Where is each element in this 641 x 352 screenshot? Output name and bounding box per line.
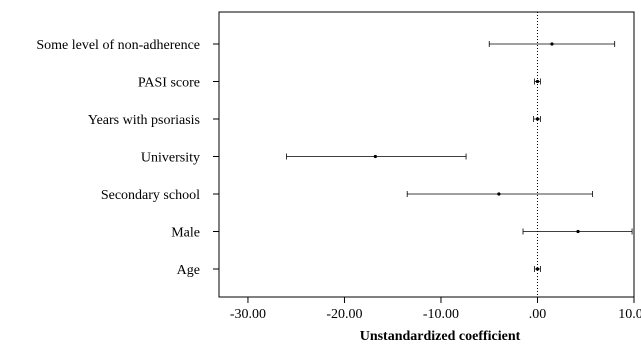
row-label: PASI score (138, 76, 200, 91)
point-estimate (576, 229, 580, 234)
row-label: University (141, 151, 200, 166)
plot-frame (218, 11, 635, 298)
x-tick-label: -20.00 (326, 307, 362, 322)
x-tick-label: -10.00 (423, 307, 459, 322)
forest-row: Years with psoriasis (88, 113, 541, 128)
row-label: Secondary school (101, 188, 200, 203)
x-tick-label: .00 (529, 307, 547, 322)
x-tick-label: 10.00 (618, 307, 641, 322)
row-label: Years with psoriasis (88, 113, 200, 128)
x-tick-label: -30.00 (230, 307, 266, 322)
forest-row: University (141, 151, 467, 166)
row-label: Age (177, 263, 200, 278)
point-estimate (535, 117, 540, 121)
point-estimate (497, 192, 501, 196)
forest-row: Some level of non-adherence (36, 38, 616, 53)
forest-row: Secondary school (101, 188, 593, 203)
forest-row: Age (177, 263, 541, 278)
forest-row: PASI score (138, 76, 541, 91)
forest-row: Male (171, 226, 633, 241)
row-label: Some level of non-adherence (36, 38, 200, 53)
point-estimate (373, 154, 377, 159)
point-estimate (550, 42, 554, 46)
point-estimate (535, 79, 540, 84)
x-axis-title: Unstandardized coefficient (360, 329, 521, 344)
row-label: Male (171, 226, 200, 241)
point-estimate (535, 267, 540, 271)
